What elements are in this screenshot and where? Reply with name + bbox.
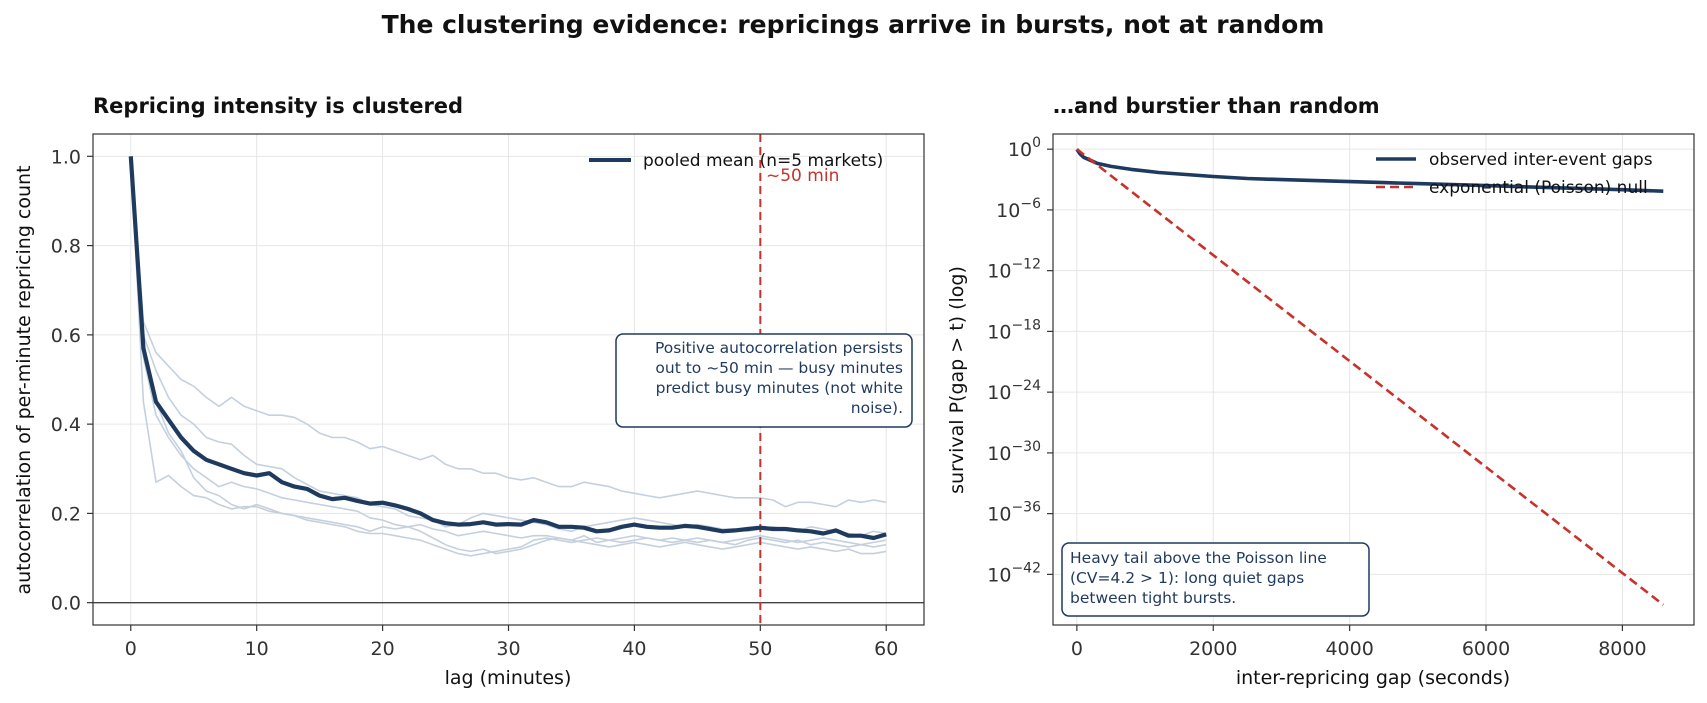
survival-legend: observed inter-event gaps exponential (P…: [1376, 150, 1653, 198]
observed-gaps-legend-label: observed inter-event gaps: [1429, 150, 1653, 170]
market-1-line: [130, 156, 887, 508]
y-tick-label: 0.0: [51, 593, 81, 615]
x-tick-label: 50: [748, 638, 772, 660]
y-tick-label: 0.8: [51, 236, 81, 258]
y-tick-label: 10−30: [987, 439, 1041, 465]
y-tick-label: 0.4: [51, 414, 81, 436]
x-tick-label: 30: [496, 638, 520, 660]
x-tick-label: 20: [370, 638, 394, 660]
survival-annotation-line-1: Heavy tail above the Poisson line: [1070, 549, 1327, 567]
y-tick-label: 10−12: [987, 257, 1041, 283]
survival-annotation-box: Heavy tail above the Poisson line (CV=4.…: [1061, 542, 1370, 617]
x-tick-label: 6000: [1462, 638, 1510, 660]
y-tick-label: 10−36: [987, 500, 1041, 526]
autocorrelation-y-axis-label: autocorrelation of per-minute repricing …: [13, 165, 35, 594]
autocorrelation-annotation-line-4: noise).: [851, 399, 903, 417]
market-5-line: [130, 156, 887, 557]
autocorrelation-annotation-line-1: Positive autocorrelation persists: [655, 339, 903, 357]
autocorrelation-annotation-box: Positive autocorrelation persists out to…: [615, 333, 913, 428]
y-tick-label: 10−24: [987, 378, 1041, 404]
autocorrelation-x-axis-label: lag (minutes): [445, 667, 572, 689]
autocorrelation-annotation-frame: [615, 333, 913, 428]
survival-x-ticks: 0 2000 4000 6000 8000: [1071, 625, 1647, 660]
pooled-mean-line: [128, 156, 887, 541]
survival-annotation-frame: [1061, 542, 1370, 617]
x-tick-label: 60: [874, 638, 898, 660]
reference-lines: [93, 134, 924, 625]
y-tick-label: 100: [1008, 135, 1041, 161]
autocorrelation-y-ticks: 0.0 0.2 0.4 0.6 0.8 1.0: [51, 146, 93, 615]
survival-panel-title: …and burstier than random: [1053, 94, 1380, 118]
y-tick-label: 10−42: [987, 560, 1041, 586]
x-tick-label: 4000: [1325, 638, 1373, 660]
x-tick-label: 0: [1071, 638, 1083, 660]
x-tick-label: 0: [125, 638, 137, 660]
x-tick-label: 2000: [1189, 638, 1237, 660]
y-tick-label: 10−6: [996, 196, 1041, 222]
autocorrelation-annotation-line-3: predict busy minutes (not white: [656, 379, 903, 397]
poisson-null-line: [1076, 148, 1665, 606]
autocorrelation-x-ticks: 0 10 20 30 40 50 60: [125, 625, 898, 660]
survival-series-group: [1075, 148, 1665, 606]
y-tick-label: 1.0: [51, 146, 81, 168]
survival-annotation-line-2: (CV=4.2 > 1): long quiet gaps: [1070, 569, 1304, 587]
x-tick-label: 10: [245, 638, 269, 660]
survival-panel: …and burstier than random 0 2000 4000 6000 8…: [946, 94, 1695, 689]
lag-50-marker-label: ~50 min: [766, 166, 839, 186]
x-tick-label: 8000: [1598, 638, 1646, 660]
survival-x-axis-label: inter-repricing gap (seconds): [1236, 667, 1510, 689]
survival-y-ticks: 100 10−6 10−12 10−18 10−24 10−30 10−36 10−42: [987, 135, 1053, 586]
autocorrelation-legend: pooled mean (n=5 markets): [589, 151, 883, 171]
y-tick-label: 0.2: [51, 503, 81, 525]
pooled-mean-series-group: [128, 156, 887, 541]
figure-title: The clustering evidence: repricings arri…: [382, 10, 1325, 39]
x-tick-label: 40: [622, 638, 646, 660]
autocorrelation-annotation-line-2: out to ~50 min — busy minutes: [655, 359, 903, 377]
survival-y-axis-label: survival P(gap > t) (log): [946, 266, 968, 494]
autocorrelation-panel-title: Repricing intensity is clustered: [93, 94, 463, 118]
poisson-null-legend-label: exponential (Poisson) null: [1429, 178, 1648, 198]
survival-plot-frame: [1052, 133, 1695, 626]
pooled-mean-legend-label: pooled mean (n=5 markets): [643, 151, 883, 171]
survival-annotation-line-3: between tight bursts.: [1070, 589, 1236, 607]
y-tick-label: 10−18: [987, 317, 1041, 343]
y-tick-label: 0.6: [51, 325, 81, 347]
autocorrelation-panel: Repricing intensity is clustered 0 10 20 30…: [13, 94, 925, 689]
survival-grid: [1053, 134, 1694, 625]
